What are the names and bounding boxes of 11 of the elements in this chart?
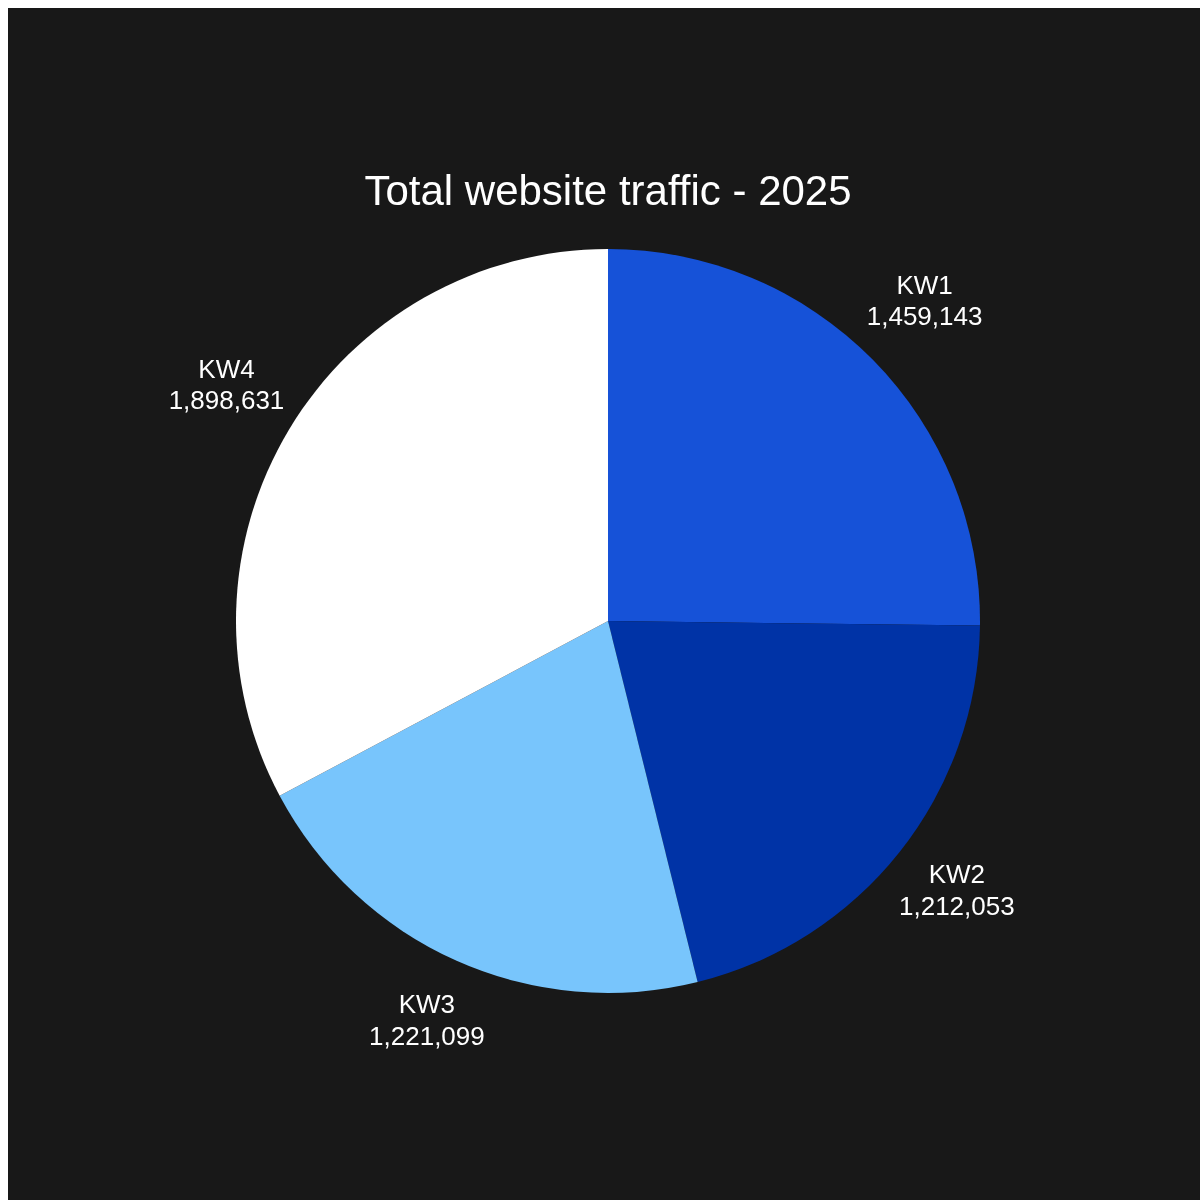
data-label: 1,221,099 (369, 1020, 485, 1051)
slice-label: KW3 (398, 989, 456, 1020)
data-label: 1,459,143 (866, 301, 983, 332)
slice-label: KW4 (198, 353, 255, 384)
data-label: 1,898,631 (168, 385, 285, 416)
pie-slice (608, 249, 980, 626)
data-label: 1,212,053 (898, 890, 1015, 921)
pie-slice (279, 621, 698, 993)
slice-label: KW1 (896, 270, 953, 301)
chart-title: Total website traffic - 2025 (364, 167, 852, 214)
slice-label: KW2 (928, 859, 985, 890)
